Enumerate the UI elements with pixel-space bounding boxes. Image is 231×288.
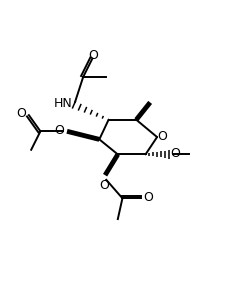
Text: O: O [54,124,64,137]
Text: O: O [170,147,180,160]
Text: O: O [99,179,109,192]
Text: HN: HN [53,97,72,110]
Text: O: O [16,107,26,120]
Text: O: O [144,191,154,204]
Text: O: O [89,49,98,62]
Text: O: O [157,130,167,143]
